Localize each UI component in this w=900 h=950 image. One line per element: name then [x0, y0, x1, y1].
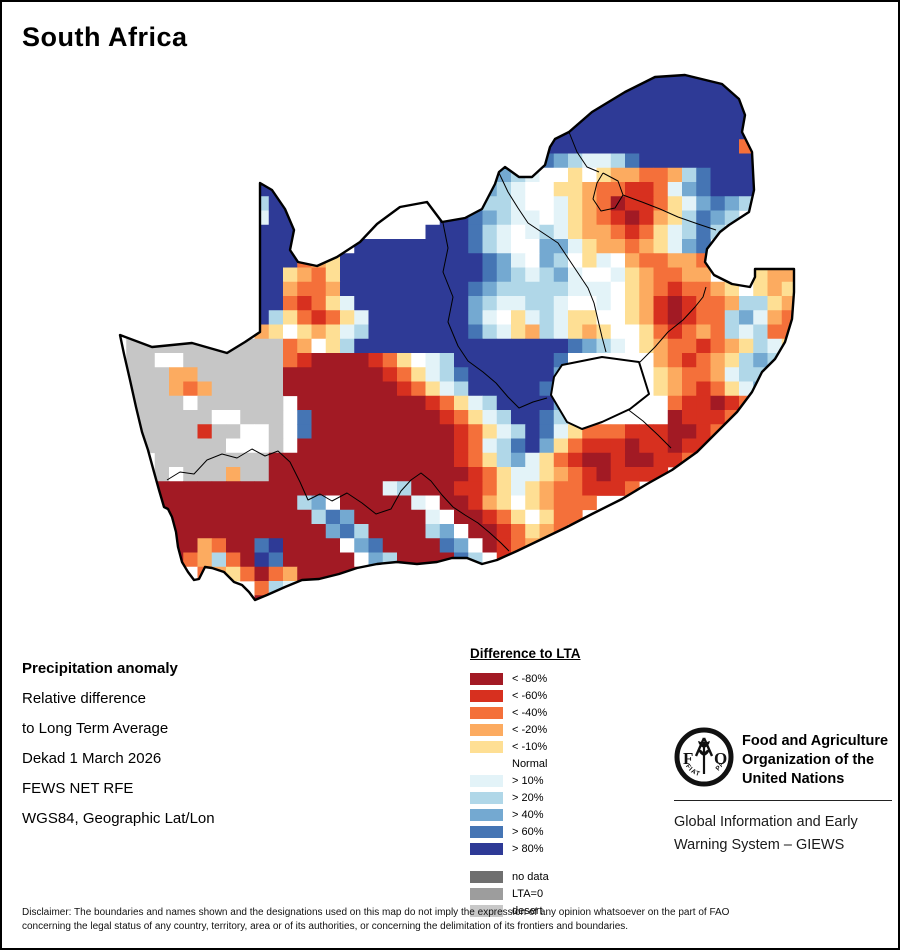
svg-text:O: O [714, 749, 727, 768]
legend-row-main-3: < -20% [470, 721, 670, 738]
info-line-projection: WGS84, Geographic Lat/Lon [22, 810, 215, 827]
legend-rows: < -80% < -60% < -40% < -20% < -10% Normal > 10… [470, 670, 670, 919]
legend-label: > 10% [512, 774, 544, 787]
legend-swatch [470, 774, 503, 787]
fao-logo-icon: F O FIAT PANIS [674, 726, 734, 787]
legend-row-main-1: < -60% [470, 687, 670, 704]
legend-swatch [470, 757, 503, 770]
legend-label: > 40% [512, 808, 544, 821]
giews-line2: Warning System – GIEWS [674, 837, 845, 853]
province-border-3 [592, 172, 624, 212]
info-line-relative: Relative difference [22, 690, 146, 707]
disclaimer-line2: concerning the legal status of any count… [22, 921, 629, 932]
legend-row-main-0: < -80% [470, 670, 670, 687]
legend-swatch [470, 842, 503, 855]
svg-text:F: F [683, 749, 693, 768]
province-border-7 [568, 131, 600, 173]
legend-label: < -20% [512, 723, 548, 736]
legend-label: Normal [512, 757, 548, 770]
page-title: South Africa [22, 22, 188, 52]
legend-label: desert [512, 904, 543, 917]
legend-row-main-5: Normal [470, 755, 670, 772]
legend-swatch [470, 706, 503, 719]
legend-row-extra-0: no data [470, 868, 670, 885]
legend-swatch [470, 689, 503, 702]
fao-org-line1: Food and Agriculture [742, 733, 889, 749]
info-line-dekad: Dekad 1 March 2026 [22, 750, 162, 767]
info-line-anomaly: Precipitation anomaly [22, 660, 178, 677]
fao-block: F O FIAT PANIS Food and Agriculture Orga… [674, 726, 892, 857]
legend-label: no data [512, 870, 549, 883]
disclaimer: Disclaimer: The boundaries and names sho… [22, 906, 882, 934]
legend-label: < -10% [512, 740, 548, 753]
legend-row-main-6: > 10% [470, 772, 670, 789]
legend-swatch [470, 825, 503, 838]
legend-swatch [470, 904, 503, 917]
legend-row-main-10: > 80% [470, 840, 670, 857]
province-border-4 [639, 286, 707, 363]
fao-separator [674, 800, 892, 801]
legend-row-main-7: > 20% [470, 789, 670, 806]
fao-org-name: Food and Agriculture Organization of the… [742, 726, 888, 789]
legend-swatch [470, 740, 503, 753]
province-border-6 [622, 194, 717, 231]
legend-row-main-8: > 40% [470, 806, 670, 823]
legend-label: < -60% [512, 689, 548, 702]
province-border-0 [166, 448, 510, 552]
legend-swatch [470, 870, 503, 883]
legend-title: Difference to LTA [470, 646, 581, 661]
legend-swatch [470, 791, 503, 804]
province-border-2 [498, 172, 607, 353]
legend-row-main-9: > 60% [470, 823, 670, 840]
country-outline [118, 73, 796, 602]
disclaimer-line1: Disclaimer: The boundaries and names sho… [22, 907, 730, 918]
info-line-lta: to Long Term Average [22, 720, 169, 737]
legend-row-main-2: < -40% [470, 704, 670, 721]
fao-org-line3: United Nations [742, 771, 845, 787]
legend-swatch [470, 887, 503, 900]
giews-label: Global Information and Early Warning Sys… [674, 811, 892, 857]
legend-label: < -40% [512, 706, 548, 719]
legend-swatch [470, 672, 503, 685]
legend-label: > 80% [512, 842, 544, 855]
lesotho-boundary [550, 356, 650, 430]
legend-row-extra-2: desert [470, 902, 670, 919]
legend-row-main-4: < -10% [470, 738, 670, 755]
legend-label: < -80% [512, 672, 548, 685]
legend-swatch [470, 723, 503, 736]
legend: Difference to LTA < -80% < -60% < -40% < -2… [470, 646, 670, 919]
legend-label: > 60% [512, 825, 544, 838]
legend-label: > 20% [512, 791, 544, 804]
giews-line1: Global Information and Early [674, 814, 858, 830]
legend-row-extra-1: LTA=0 [470, 885, 670, 902]
raster-grid [126, 75, 794, 600]
legend-label: LTA=0 [512, 887, 544, 900]
map-info-block: Precipitation anomaly Relative differenc… [22, 654, 215, 834]
province-border-5 [625, 407, 672, 449]
legend-swatch [470, 808, 503, 821]
province-border-1 [442, 222, 548, 409]
info-line-source: FEWS NET RFE [22, 780, 134, 797]
legend-spacer [470, 857, 670, 868]
fao-org-line2: Organization of the [742, 752, 875, 768]
